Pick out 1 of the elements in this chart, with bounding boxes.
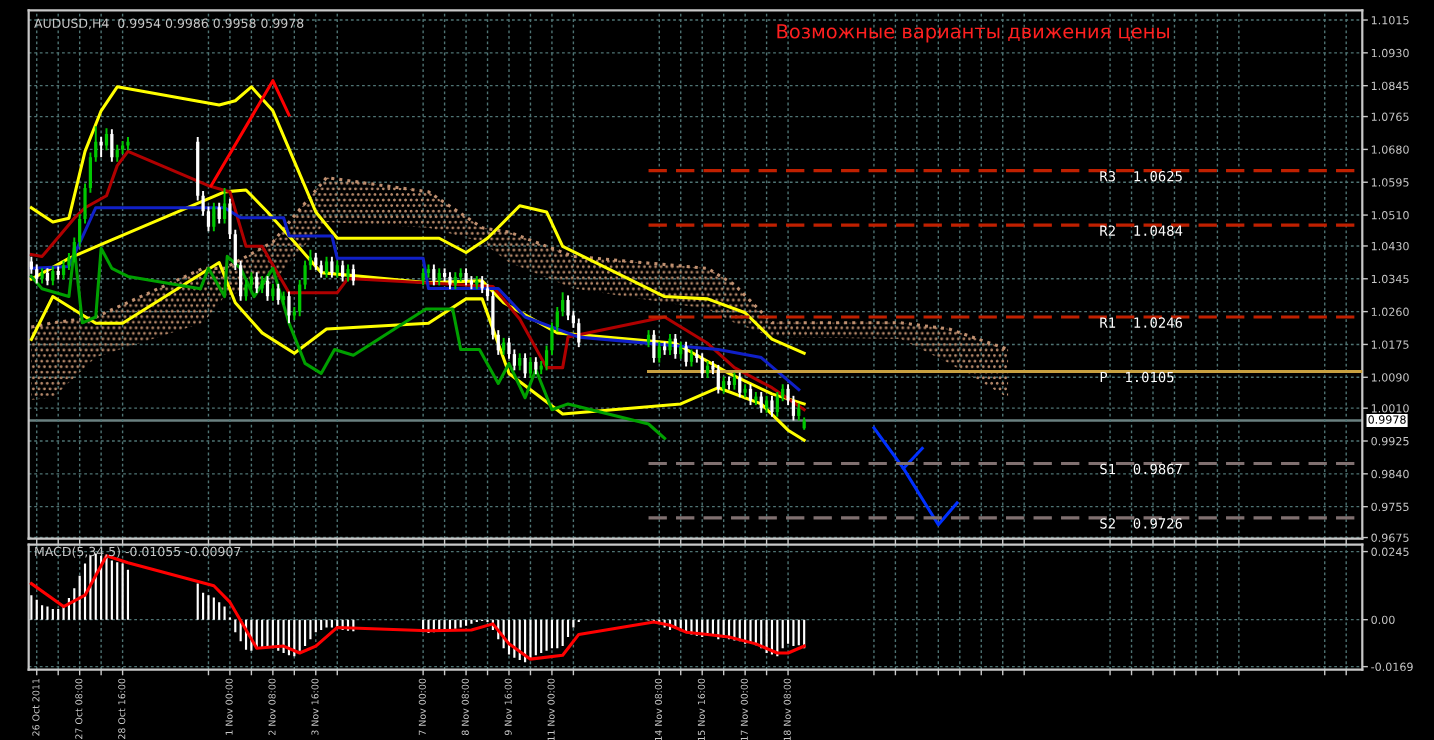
annotation: Возможные варианты движения цены [777, 24, 1169, 43]
